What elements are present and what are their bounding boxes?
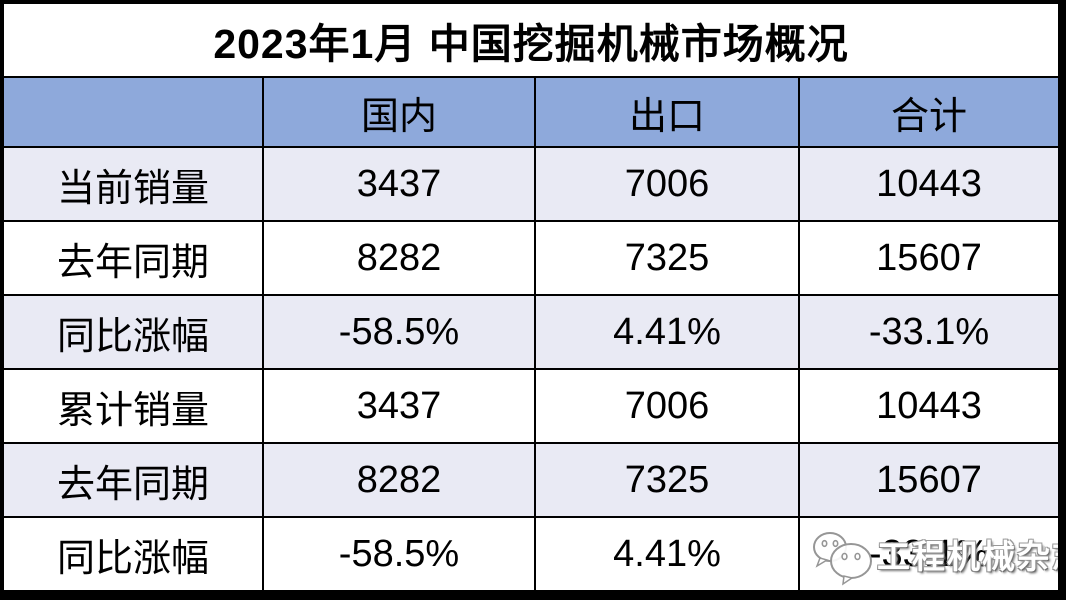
cell-export: 7006 — [534, 146, 800, 222]
cell-domestic: 8282 — [262, 442, 536, 518]
cell-total: 15607 — [797, 442, 1061, 518]
wechat-icon — [813, 532, 872, 586]
col-header-domestic: 国内 — [262, 76, 536, 148]
cell-domestic: -58.5% — [262, 294, 536, 370]
cell-domestic: 8282 — [262, 220, 536, 296]
cell-export: 7006 — [534, 368, 800, 444]
cell-total: -33.1% — [797, 294, 1061, 370]
row-label: 当前销量 — [2, 146, 264, 222]
row-label: 累计销量 — [2, 368, 264, 444]
col-header-total: 合计 — [797, 76, 1061, 148]
table-row-yoy-change-monthly: 同比涨幅 -58.5% 4.41% -33.1% — [2, 294, 1061, 370]
cell-total: 10443 — [797, 368, 1061, 444]
cell-export: 7325 — [534, 442, 800, 518]
table-row-cumulative-sales: 累计销量 3437 7006 10443 — [2, 368, 1061, 444]
table-row-current-sales: 当前销量 3437 7006 10443 — [2, 146, 1061, 222]
col-header-empty — [2, 76, 264, 148]
title-row: 2023年1月 中国挖掘机械市场概况 — [1, 2, 1061, 78]
row-label: 去年同期 — [2, 442, 264, 518]
row-label: 同比涨幅 — [2, 516, 264, 592]
cell-total: 10443 — [797, 146, 1061, 222]
row-label: 同比涨幅 — [2, 294, 264, 370]
header-row: 国内 出口 合计 — [2, 76, 1061, 148]
cell-domestic: 3437 — [262, 146, 536, 222]
row-label: 去年同期 — [2, 220, 264, 296]
cell-total: 15607 — [797, 220, 1061, 296]
cell-total: -33.1% — [797, 516, 1061, 592]
table-row-last-year-monthly: 去年同期 8282 7325 15607 — [2, 220, 1061, 296]
cell-domestic: 3437 — [262, 368, 536, 444]
excavator-market-table: 2023年1月 中国挖掘机械市场概况 国内 出口 合计 当前销量 3437 70… — [1, 2, 1061, 592]
table-title: 2023年1月 中国挖掘机械市场概况 — [1, 2, 1061, 78]
cell-export: 4.41% — [534, 294, 800, 370]
col-header-export: 出口 — [534, 76, 800, 148]
cell-export: 4.41% — [534, 516, 800, 592]
cell-total-value: -33.1% — [868, 532, 990, 575]
cell-export: 7325 — [534, 220, 800, 296]
table-row-last-year-cumulative: 去年同期 8282 7325 15607 — [2, 442, 1061, 518]
cell-domestic: -58.5% — [262, 516, 536, 592]
table-row-yoy-change-cumulative: 同比涨幅 -58.5% 4.41% -33.1% — [2, 516, 1061, 592]
